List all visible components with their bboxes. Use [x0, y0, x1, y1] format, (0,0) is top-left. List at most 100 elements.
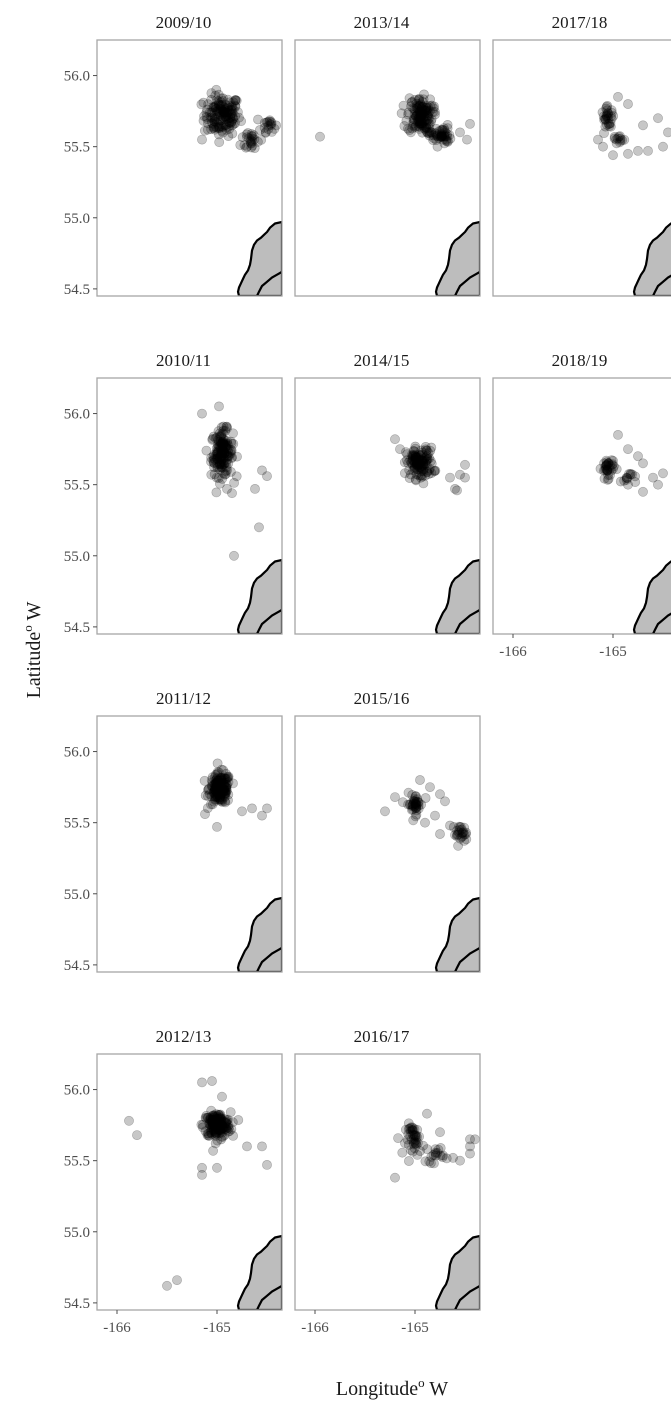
y-tick-label: 54.5 [64, 282, 90, 298]
data-point [407, 801, 418, 812]
data-point [172, 1275, 182, 1285]
data-point [459, 829, 470, 840]
y-tick-label: 55.0 [64, 549, 90, 565]
data-point [625, 468, 636, 479]
data-point [209, 102, 219, 113]
data-point [460, 472, 470, 483]
data-point [420, 442, 431, 452]
data-point [412, 464, 423, 475]
data-point [218, 93, 228, 104]
data-point [601, 110, 612, 120]
data-point [216, 782, 227, 793]
data-point [252, 136, 263, 147]
data-point [213, 442, 223, 453]
data-point [208, 1125, 219, 1136]
data-point [212, 1162, 222, 1173]
data-point [211, 774, 222, 784]
data-point [215, 1125, 225, 1136]
data-point [216, 438, 227, 449]
data-point [206, 1116, 217, 1127]
data-point [413, 452, 424, 463]
data-point [436, 131, 447, 142]
data-point [419, 452, 430, 463]
data-point [435, 789, 445, 800]
data-point [216, 431, 226, 442]
data-point [215, 779, 226, 790]
data-point [217, 783, 228, 794]
data-point [223, 444, 234, 454]
data-point [409, 463, 420, 474]
data-point [460, 459, 470, 470]
data-point [421, 456, 432, 466]
land-polygon [236, 220, 282, 296]
data-point [606, 105, 617, 116]
data-point [454, 821, 464, 832]
data-point [424, 463, 435, 474]
data-point [437, 124, 448, 135]
facet-title: 2012/13 [156, 1027, 212, 1046]
data-point [421, 102, 431, 113]
data-point [428, 1149, 439, 1160]
data-point [423, 114, 434, 125]
data-point [404, 1123, 415, 1134]
data-point [217, 440, 228, 451]
data-point [217, 100, 227, 110]
data-point [212, 462, 223, 473]
data-point [221, 442, 231, 452]
data-point [204, 789, 215, 799]
data-point [604, 119, 614, 129]
data-point [440, 127, 450, 138]
data-point [430, 1148, 441, 1159]
data-point [630, 471, 640, 482]
data-point [206, 799, 216, 810]
data-point [407, 451, 418, 461]
data-point [597, 107, 608, 118]
data-point [413, 104, 423, 115]
data-point [210, 789, 221, 800]
data-point [603, 474, 614, 484]
data-point [436, 129, 447, 139]
data-point [407, 1122, 418, 1133]
data-point [408, 114, 419, 125]
data-point [208, 451, 219, 462]
data-point [227, 108, 238, 119]
data-point [214, 1123, 224, 1133]
data-point [422, 127, 433, 138]
data-point [452, 825, 462, 836]
data-point [600, 114, 611, 125]
data-point [198, 97, 209, 108]
data-point [600, 114, 611, 125]
data-point [421, 460, 432, 470]
data-point [213, 767, 224, 778]
data-point [207, 1118, 218, 1128]
data-point [436, 130, 447, 141]
data-point [435, 131, 446, 142]
data-point [236, 116, 246, 127]
data-point [214, 1119, 225, 1129]
data-point [228, 119, 239, 129]
data-point [218, 453, 229, 464]
data-point [212, 821, 222, 832]
data-point [622, 473, 632, 483]
data-point [254, 522, 264, 533]
data-point [207, 434, 218, 445]
data-point [197, 1119, 208, 1130]
panel-frame [294, 715, 481, 973]
data-point [219, 109, 230, 120]
data-point [404, 799, 415, 810]
data-point [221, 782, 231, 792]
data-point [214, 441, 225, 452]
data-point [219, 1114, 230, 1125]
data-point [609, 133, 620, 144]
data-point [403, 1156, 414, 1166]
data-point [406, 450, 417, 460]
data-point [207, 772, 218, 783]
data-point [215, 775, 226, 786]
data-point [207, 1076, 217, 1086]
data-point [211, 791, 221, 802]
data-point [219, 1130, 230, 1140]
data-point [209, 449, 220, 460]
data-point [627, 469, 637, 480]
data-point [218, 438, 229, 449]
data-point [213, 99, 224, 109]
